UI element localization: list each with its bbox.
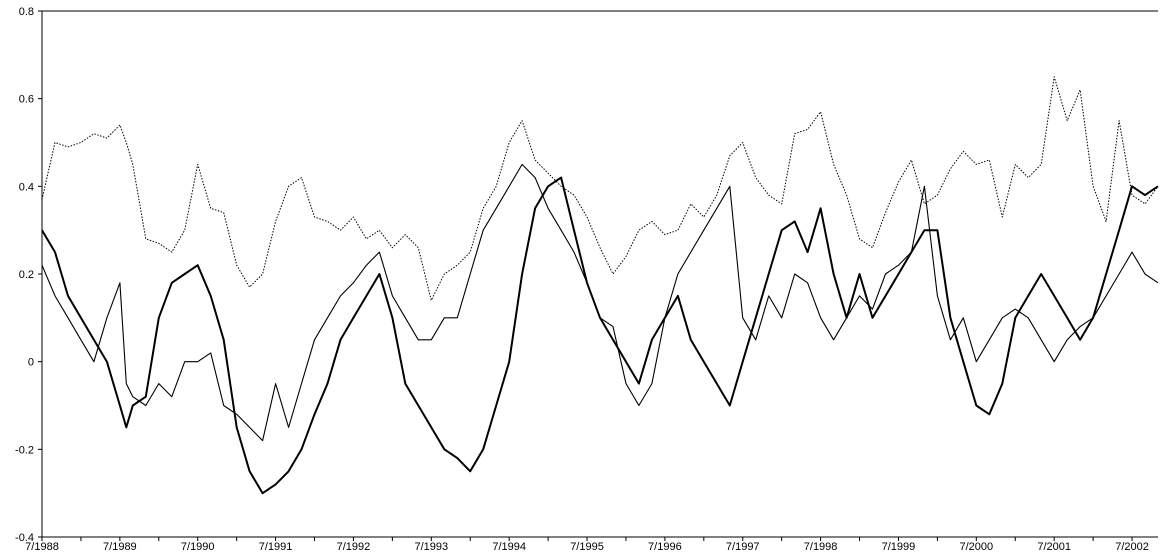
x-tick-label: 7/2002 <box>1115 541 1149 553</box>
y-tick-label: -0.4 <box>15 532 34 544</box>
y-tick-label: 0.8 <box>19 6 34 18</box>
y-tick-label: 0.2 <box>19 269 34 281</box>
x-tick-label: 7/2000 <box>959 541 993 553</box>
series-line-thin <box>41 163 1159 442</box>
x-tick-label: 7/2001 <box>1037 541 1071 553</box>
tick-marks <box>38 10 1133 541</box>
x-tick-label: 7/1996 <box>648 541 682 553</box>
x-tick-label: 7/1988 <box>25 541 59 553</box>
y-tick-label: 0.6 <box>19 94 34 106</box>
x-tick-label: 7/1993 <box>414 541 448 553</box>
y-tick-label: 0.4 <box>19 181 34 193</box>
x-tick-label: 7/1998 <box>804 541 838 553</box>
x-tick-label: 7/1991 <box>259 541 293 553</box>
x-tick-labels: 7/1988 7/1989 7/1990 7/1991 7/1992 7/1993 7/19… <box>25 541 1149 553</box>
y-tick-label: 0 <box>28 357 34 369</box>
series-layer <box>41 76 1159 495</box>
x-tick-label: 7/1995 <box>570 541 604 553</box>
x-tick-label: 7/1997 <box>726 541 760 553</box>
series-line-dotted <box>41 76 1159 301</box>
y-tick-labels: -0.4 -0.2 0 0.2 0.4 0.6 0.8 <box>15 6 34 544</box>
series-line-thick <box>41 176 1159 495</box>
x-tick-label: 7/1999 <box>882 541 916 553</box>
y-tick-label: -0.2 <box>15 444 34 456</box>
x-tick-label: 7/1994 <box>492 541 526 553</box>
x-tick-label: 7/1989 <box>103 541 137 553</box>
x-tick-label: 7/1990 <box>181 541 215 553</box>
x-tick-label: 7/1992 <box>337 541 371 553</box>
